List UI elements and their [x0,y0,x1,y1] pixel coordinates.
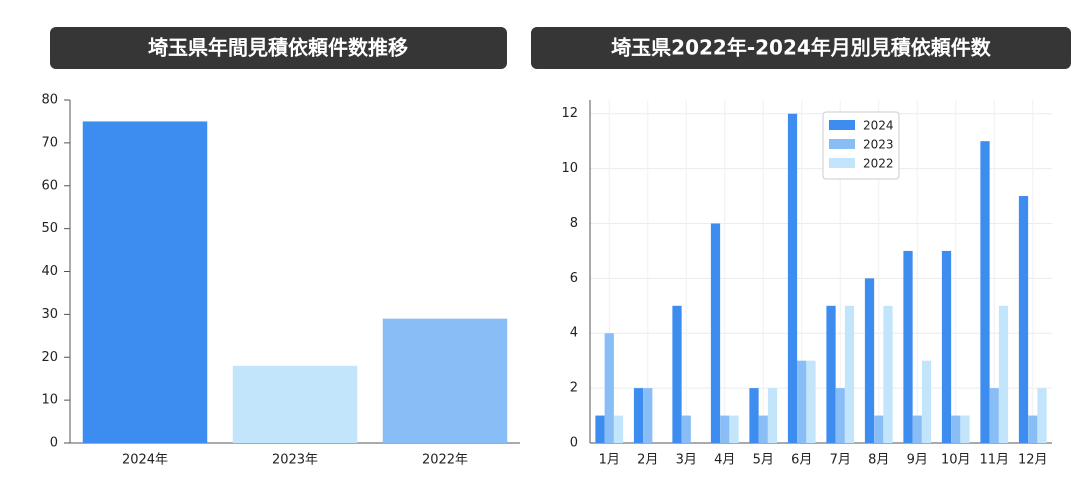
y-tick-label: 10 [561,161,578,176]
bar [912,415,922,443]
bar [82,121,208,443]
bar [1018,196,1029,443]
x-tick-label: 9月 [907,453,928,468]
y-tick-label: 6 [570,271,578,286]
y-tick-label: 30 [41,307,58,322]
y-tick-label: 10 [41,393,58,408]
bar [672,305,682,443]
chart-title: 埼玉県年間見積依頼件数推移 [148,36,408,60]
legend-label: 2024 [863,119,894,133]
bar [710,223,721,443]
bar [883,305,893,443]
bar [998,305,1009,443]
x-tick-label: 11月 [979,453,1009,468]
legend-swatch [829,158,855,168]
x-tick-label: 6月 [791,453,812,468]
y-tick-label: 80 [41,93,58,108]
bar [595,415,605,443]
bar [806,360,816,443]
x-tick-label: 1月 [599,453,620,468]
legend-label: 2023 [863,138,894,152]
bar [864,278,875,443]
bar [758,415,768,443]
bar [720,415,730,443]
bar [844,305,855,443]
y-tick-label: 50 [41,221,58,236]
y-tick-label: 60 [41,178,58,193]
bar [921,360,932,443]
x-tick-label: 12月 [1018,453,1048,468]
y-tick-label: 8 [570,216,578,231]
bar [729,415,739,443]
y-tick-label: 4 [570,326,578,341]
x-tick-label: 3月 [676,453,697,468]
x-tick-label: 8月 [868,453,889,468]
bar [787,113,798,443]
bar [749,388,759,443]
bar [1037,388,1047,443]
bar [989,388,999,443]
y-tick-label: 40 [41,264,58,279]
bar [382,318,508,443]
bar [232,365,358,443]
y-tick-label: 2 [570,381,578,396]
x-tick-label: 2023年 [272,453,318,468]
x-tick-label: 2022年 [422,453,468,468]
bar [951,415,961,443]
legend-swatch [829,120,855,130]
legend-label: 2022 [863,157,894,171]
x-tick-label: 2024年 [122,453,168,468]
bar [681,415,691,443]
bar [767,388,778,443]
bar [826,305,836,443]
x-tick-label: 2月 [637,453,658,468]
title-box [50,27,507,69]
x-tick-label: 7月 [830,453,851,468]
y-tick-label: 12 [561,106,578,121]
bar [903,250,913,443]
y-tick-label: 20 [41,350,58,365]
x-tick-label: 5月 [753,453,774,468]
x-tick-label: 10月 [941,453,971,468]
x-tick-label: 4月 [714,453,735,468]
bar [980,141,990,443]
bar [835,388,845,443]
y-tick-label: 0 [570,436,578,451]
bar [604,333,614,443]
y-tick-label: 0 [50,436,58,451]
bar [633,388,644,443]
bar [797,360,807,443]
y-tick-label: 70 [41,135,58,150]
bar [613,415,624,443]
bar [643,388,653,443]
bar [941,250,952,443]
chart-title: 埼玉県2022年-2024年月別見積依頼件数 [611,36,992,60]
bar [1028,415,1038,443]
title-box [531,27,1071,69]
legend-swatch [829,139,855,149]
bar [874,415,884,443]
bar [960,415,970,443]
